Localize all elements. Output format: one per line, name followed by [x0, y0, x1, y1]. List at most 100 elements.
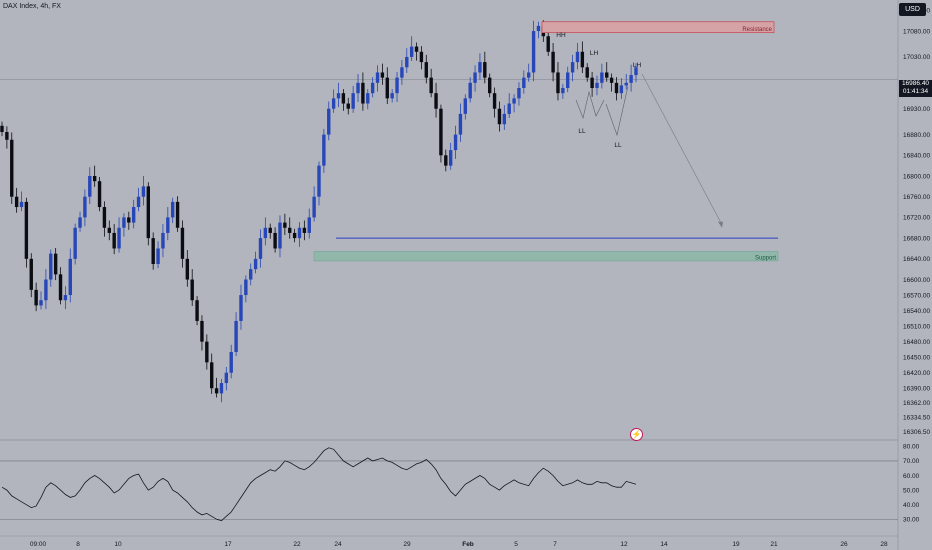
candle-body	[258, 238, 263, 259]
candle-body	[297, 227, 302, 239]
price-axis-tick: 16880.00	[903, 132, 930, 139]
ll-label: LL	[578, 128, 586, 135]
candle-body	[492, 93, 497, 109]
candle-body	[175, 201, 180, 228]
candle-body	[400, 67, 404, 78]
candle-body	[361, 82, 365, 104]
candle-body	[327, 108, 331, 135]
price-axis-tick: 16930.00	[903, 106, 930, 113]
candle-body	[463, 98, 468, 114]
candle-body	[97, 181, 102, 208]
candle-body	[366, 93, 370, 104]
price-axis-tick: 16390.00	[903, 386, 930, 393]
candle-body	[453, 134, 458, 151]
price-axis-tick: 16306.50	[903, 429, 930, 436]
candle-body	[512, 98, 516, 104]
candle-body	[307, 217, 311, 233]
candle-body	[585, 67, 589, 78]
candle-body	[44, 279, 48, 301]
candle-body	[439, 108, 443, 156]
candle-body	[424, 62, 428, 78]
candle-body	[312, 196, 316, 218]
price-axis-tick: 16540.00	[903, 308, 930, 315]
candle-body	[268, 227, 272, 233]
time-axis-tick: 8	[76, 541, 80, 548]
candle-body	[253, 258, 258, 270]
price-axis-tick: 16680.00	[903, 235, 930, 242]
time-axis-tick: 29	[403, 541, 411, 548]
time-axis-tick: 17	[224, 541, 232, 548]
candle-body	[92, 176, 97, 182]
candle-body	[497, 108, 502, 125]
candle-body	[78, 217, 82, 228]
candle-body	[170, 201, 175, 218]
candle-body	[385, 77, 389, 99]
candle-body	[83, 196, 87, 218]
candle-body	[629, 75, 633, 83]
candle-body	[200, 320, 204, 342]
price-axis: 17120.0017080.0017030.0016980.0016930.00…	[903, 8, 930, 436]
candle-body	[468, 82, 472, 99]
candle-body	[146, 186, 151, 239]
lh-label: LH	[633, 62, 642, 69]
candle-body	[429, 77, 433, 94]
candle-body	[614, 82, 619, 94]
candle-body	[434, 93, 438, 109]
candle-body	[24, 201, 29, 259]
candle-body	[317, 165, 321, 197]
price-axis-tick: 16760.00	[903, 194, 930, 201]
resistance-zone	[541, 21, 775, 34]
candle-body	[141, 186, 146, 197]
candle-body	[14, 196, 19, 208]
time-axis-tick: 22	[293, 541, 301, 548]
candle-body	[341, 93, 346, 104]
candle-body	[605, 72, 609, 78]
candle-body	[375, 72, 380, 83]
candle-body	[278, 222, 282, 249]
candle-body	[39, 300, 43, 306]
candle-body	[302, 227, 307, 233]
candle-body	[185, 258, 190, 280]
candle-body	[414, 46, 419, 52]
candle-body	[370, 82, 375, 94]
candle-body	[219, 383, 224, 394]
candle-body	[117, 227, 121, 249]
candle-body	[346, 103, 350, 109]
candle-body	[551, 51, 555, 73]
price-axis-tick: 16480.00	[903, 339, 930, 346]
candle-body	[546, 36, 550, 52]
candle-body	[88, 176, 92, 197]
candle-body	[619, 85, 624, 94]
support-label: Support	[755, 255, 776, 261]
last-price-tag: 16986.40 01:41:34	[899, 80, 932, 97]
candle-body	[483, 62, 487, 78]
time-axis-tick: 09:00	[30, 541, 47, 548]
candle-body	[68, 258, 72, 296]
candle-body	[390, 93, 394, 99]
price-axis-tick: 16420.00	[903, 370, 930, 377]
rsi-axis-tick: 40.00	[903, 502, 920, 509]
candle-body	[112, 232, 116, 249]
candle-body	[19, 201, 24, 208]
candle-body	[190, 279, 194, 301]
time-axis-tick: 28	[880, 541, 888, 548]
candle-body	[102, 207, 107, 228]
candle-body	[283, 222, 287, 228]
candle-body	[536, 25, 541, 32]
candle-body	[263, 227, 268, 239]
projection-arrow-line	[641, 73, 723, 225]
flash-icon[interactable]: ⚡	[630, 428, 643, 441]
currency-button[interactable]: USD	[899, 3, 926, 16]
candle-body	[224, 372, 229, 384]
symbol-title: DAX Index, 4h, FX	[3, 3, 61, 10]
price-axis-tick: 16840.00	[903, 153, 930, 160]
candle-body	[531, 31, 536, 73]
rsi-line	[1, 447, 637, 522]
candle-body	[288, 227, 292, 233]
candle-body	[556, 72, 560, 94]
candle-body	[244, 279, 248, 296]
ll-label: LL	[614, 142, 622, 149]
candle-body	[0, 125, 4, 132]
candlestick-series	[0, 20, 638, 403]
